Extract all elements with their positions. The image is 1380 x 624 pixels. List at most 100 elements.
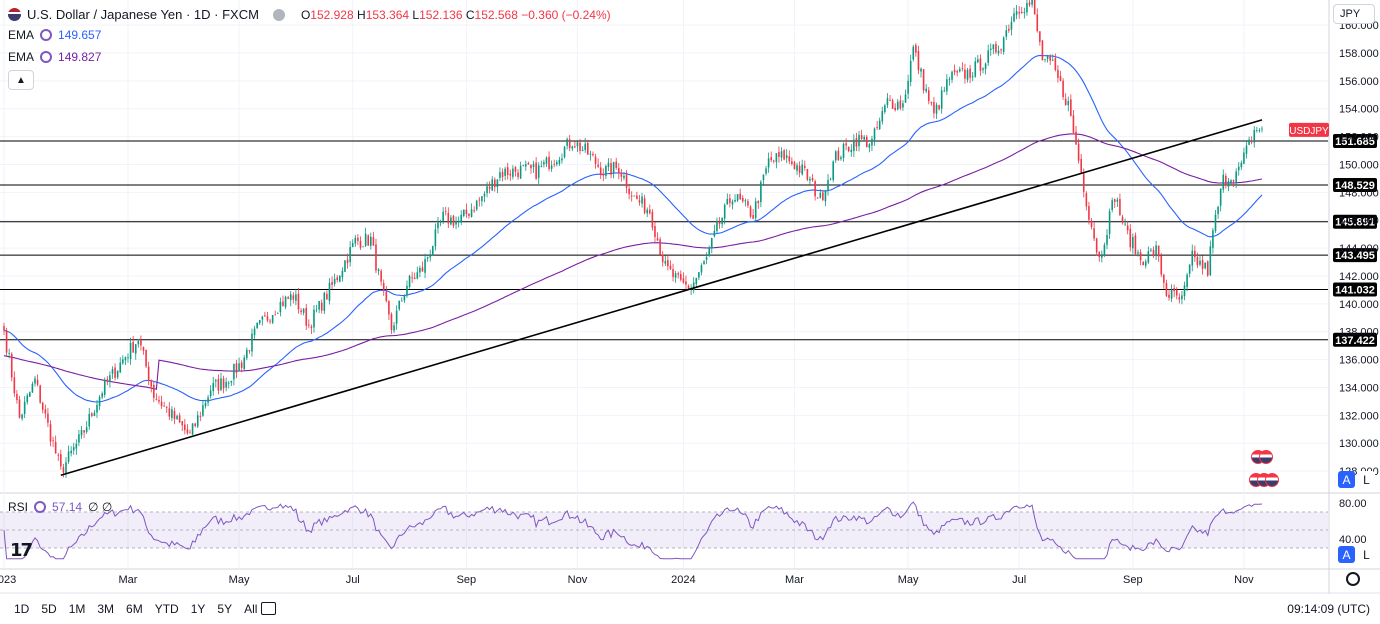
candle-body: [576, 142, 579, 147]
candle-body: [29, 392, 31, 397]
candle-body: [865, 136, 868, 147]
event-flag-icon[interactable]: [1265, 473, 1279, 487]
rsi-pane: [0, 501, 1328, 560]
candle-body: [49, 424, 52, 442]
candle-body: [775, 153, 778, 163]
candle-body: [667, 260, 669, 267]
candle-body: [628, 188, 630, 195]
candle-body: [122, 359, 124, 364]
candle-body: [1129, 228, 1132, 248]
candle-body: [408, 275, 411, 288]
log-scale-button[interactable]: L: [1358, 471, 1375, 488]
candle-body: [734, 199, 736, 202]
candle-body: [708, 248, 711, 256]
candle-body: [70, 450, 72, 454]
auto-scale-button[interactable]: A: [1338, 471, 1355, 488]
ema-legend-2[interactable]: EMA 149.827: [8, 50, 101, 64]
candle-body: [98, 397, 101, 407]
candle-body: [155, 398, 158, 400]
candle-body: [958, 69, 961, 72]
candle-body: [772, 160, 775, 162]
y-tick-label: 130.000: [1339, 438, 1379, 450]
candle-body: [716, 221, 718, 232]
settings-gear-icon[interactable]: [1346, 572, 1360, 586]
candle-body: [669, 265, 672, 270]
candle-body: [60, 454, 62, 467]
timeframe-6m[interactable]: 6M: [126, 602, 143, 616]
candle-body: [160, 401, 163, 407]
economic-events-2[interactable]: [1249, 473, 1279, 492]
candle-body: [845, 143, 847, 146]
candle-body: [674, 273, 677, 278]
candle-body: [26, 395, 29, 403]
rsi-log-scale-button[interactable]: L: [1358, 546, 1375, 563]
timeframe-bar: 1D 5D 1M 3M 6M YTD 1Y 5Y All: [0, 594, 1380, 624]
candle-body: [233, 363, 235, 380]
timeframe-5y[interactable]: 5Y: [217, 602, 233, 616]
candle-body: [406, 285, 408, 296]
candle-body: [1142, 262, 1144, 266]
price-chart[interactable]: 151.685 148.529 145.891 143.495 141.032 137.4…: [0, 0, 1380, 594]
candle-body: [439, 221, 442, 223]
candle-body: [563, 146, 566, 158]
candle-body: [1013, 13, 1015, 22]
candle-body: [710, 238, 713, 249]
event-flag-icon[interactable]: [1259, 450, 1273, 464]
level-label: 151.685: [1335, 136, 1375, 148]
ema-legend-1[interactable]: EMA 149.657: [8, 28, 101, 42]
candle-body: [39, 385, 41, 403]
candle-body: [878, 120, 881, 130]
candle-body: [744, 200, 747, 202]
candle-body: [705, 257, 708, 260]
candle-body: [333, 278, 336, 285]
candle-body: [964, 69, 966, 79]
timeframe-3m[interactable]: 3M: [97, 602, 115, 616]
candle-body: [824, 191, 827, 202]
candle-body: [1258, 129, 1261, 131]
indicator-settings-icon[interactable]: [40, 29, 53, 41]
candle-body: [1057, 69, 1059, 78]
more-options-icon[interactable]: [272, 8, 285, 21]
candle-body: [943, 90, 946, 92]
indicator-settings-icon[interactable]: [34, 501, 47, 513]
timeframe-1m[interactable]: 1M: [68, 602, 86, 616]
tradingview-logo[interactable]: 17: [10, 540, 33, 561]
rsi-legend[interactable]: RSI 57.14 ∅ ∅: [8, 500, 112, 514]
economic-events-1[interactable]: [1251, 450, 1273, 469]
x-tick-label: Nov: [1234, 574, 1254, 586]
candle-body: [1155, 245, 1157, 255]
candle-body: [209, 390, 212, 397]
timeframe-1d[interactable]: 1D: [14, 602, 30, 616]
candle-body: [987, 50, 989, 63]
candle-body: [811, 178, 814, 181]
candle-body: [1230, 180, 1232, 183]
date-range-calendar-icon[interactable]: [261, 602, 276, 615]
currency-selector[interactable]: JPY: [1333, 4, 1375, 24]
y-tick-label: 136.000: [1339, 355, 1379, 367]
candle-body: [1206, 261, 1209, 276]
timeframe-ytd[interactable]: YTD: [154, 602, 179, 616]
symbol-legend[interactable]: U.S. Dollar / Japanese Yen · 1D · FXCM O…: [8, 7, 611, 22]
candle-body: [1134, 235, 1137, 254]
timeframe-5d[interactable]: 5D: [41, 602, 57, 616]
rsi-auto-scale-button[interactable]: A: [1338, 546, 1355, 563]
candle-body: [953, 70, 956, 73]
clock[interactable]: 09:14:09 (UTC): [1287, 602, 1370, 616]
level-label: 137.422: [1335, 335, 1375, 347]
y-tick-label: 158.000: [1339, 48, 1379, 60]
timeframe-1y[interactable]: 1Y: [190, 602, 206, 616]
candle-body: [783, 150, 785, 160]
x-tick-label: Mar: [119, 574, 138, 586]
candle-body: [548, 156, 550, 169]
collapse-legend-button[interactable]: ▲: [8, 70, 34, 90]
candle-body: [401, 300, 403, 302]
candle-body: [163, 405, 165, 407]
candle-body: [1082, 173, 1085, 192]
level-label: 148.529: [1335, 180, 1375, 192]
candle-body: [194, 423, 196, 426]
indicator-settings-icon[interactable]: [40, 51, 53, 63]
x-tick-label: Sep: [1123, 574, 1143, 586]
candle-body: [1165, 283, 1168, 296]
level-tag: [1333, 214, 1377, 229]
timeframe-all[interactable]: All: [244, 602, 258, 616]
